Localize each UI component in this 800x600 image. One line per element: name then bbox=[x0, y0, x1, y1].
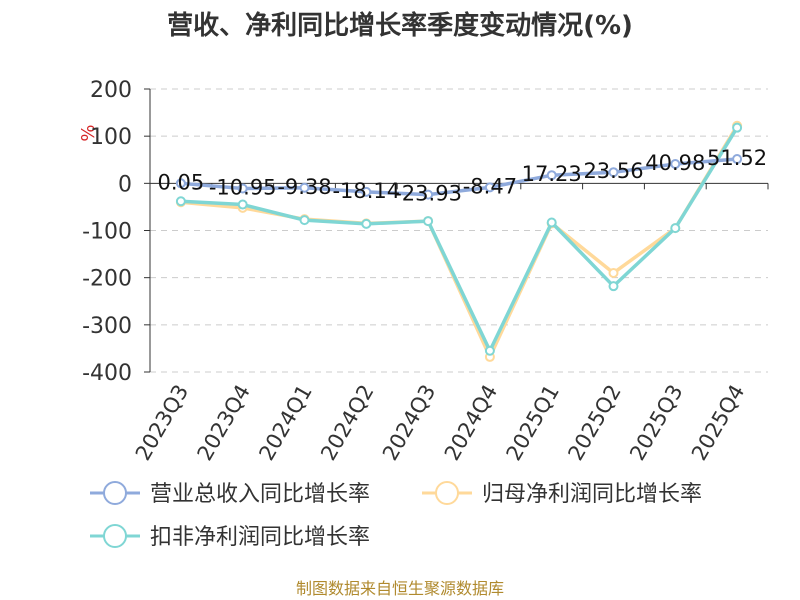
data-label: 23.56 bbox=[583, 159, 643, 183]
data-point bbox=[423, 216, 434, 227]
y-tick-label: -300 bbox=[82, 314, 132, 339]
data-point bbox=[484, 345, 495, 356]
y-tick-label: 200 bbox=[90, 78, 132, 103]
data-point bbox=[361, 186, 372, 197]
data-point bbox=[670, 223, 681, 234]
data-label: 17.23 bbox=[522, 162, 582, 186]
grid bbox=[150, 88, 768, 373]
data-label: -10.95 bbox=[209, 175, 277, 199]
data-point bbox=[299, 182, 310, 193]
data-point bbox=[546, 170, 557, 181]
chart-title: 营收、净利同比增长率季度变动情况(%) bbox=[167, 10, 633, 41]
x-tick-label: 2025Q1 bbox=[502, 381, 564, 465]
y-tick-label: 100 bbox=[90, 125, 132, 150]
x-tick-label: 2023Q3 bbox=[131, 381, 193, 465]
x-tick-label: 2024Q1 bbox=[254, 381, 316, 465]
series-line bbox=[180, 126, 739, 353]
data-label: -9.38 bbox=[277, 175, 331, 199]
legend-marker bbox=[435, 481, 459, 505]
footer-source: 制图数据来自恒生聚源数据库 bbox=[296, 579, 504, 598]
series bbox=[175, 120, 743, 362]
data-point bbox=[237, 199, 248, 210]
y-tick-label: 0 bbox=[118, 172, 132, 197]
data-point bbox=[608, 167, 619, 178]
legend-label: 扣非净利润同比增长率 bbox=[150, 525, 370, 550]
data-point bbox=[608, 281, 619, 292]
legend-marker bbox=[103, 524, 127, 548]
data-point bbox=[299, 215, 310, 226]
data-label: 0.05 bbox=[158, 170, 205, 194]
x-tick-label: 2024Q2 bbox=[316, 381, 378, 465]
data-point bbox=[237, 183, 248, 194]
legend-label: 归母净利润同比增长率 bbox=[482, 482, 702, 507]
data-point bbox=[175, 196, 186, 207]
data-point bbox=[361, 218, 372, 229]
y-axis-unit: % bbox=[78, 124, 99, 141]
data-point bbox=[423, 189, 434, 200]
series-line bbox=[180, 157, 738, 197]
data-point bbox=[175, 178, 186, 189]
data-label: 51.52 bbox=[707, 146, 767, 170]
data-label: -18.14 bbox=[332, 179, 400, 203]
data-label: -8.47 bbox=[463, 174, 517, 198]
legend-label: 营业总收入同比增长率 bbox=[150, 482, 370, 507]
x-tick-label: 2025Q4 bbox=[687, 381, 749, 465]
y-tick-label: -200 bbox=[82, 267, 132, 292]
x-tick-label: 2025Q3 bbox=[625, 381, 687, 465]
data-point bbox=[670, 159, 681, 170]
x-tick-label: 2023Q4 bbox=[193, 381, 255, 465]
x-tick-label: 2024Q3 bbox=[378, 380, 440, 464]
x-tick-label: 2024Q4 bbox=[440, 381, 502, 465]
x-tick-label: 2025Q2 bbox=[563, 381, 625, 465]
legend-marker bbox=[103, 481, 127, 505]
data-point bbox=[608, 267, 619, 278]
data-point bbox=[484, 182, 495, 193]
data-label: -23.93 bbox=[394, 182, 462, 206]
data-point bbox=[732, 122, 743, 133]
data-point bbox=[546, 217, 557, 228]
y-tick-label: -400 bbox=[82, 361, 132, 386]
data-point bbox=[732, 154, 743, 165]
y-tick-label: -100 bbox=[82, 220, 132, 245]
data-label: 40.98 bbox=[645, 151, 705, 175]
